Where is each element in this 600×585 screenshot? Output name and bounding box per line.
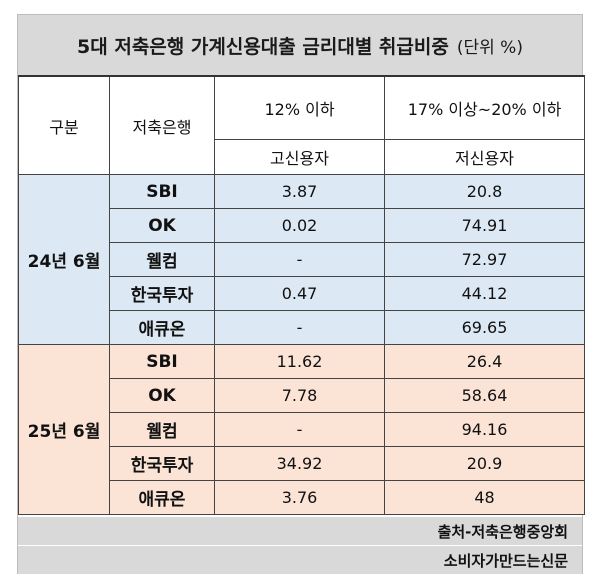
rate-high-cell: 20.9: [384, 446, 585, 481]
bank-cell: 한국투자: [109, 276, 215, 311]
source-label: 출처-저축은행중앙회: [437, 522, 568, 541]
header-rate-high: 17% 이상~20% 이하: [384, 75, 585, 140]
rate-high-cell: 20.8: [384, 174, 585, 209]
table-row: OK 7.78 58.64: [19, 378, 585, 413]
rate-high-cell: 48: [384, 480, 585, 515]
header-bank: 저축은행: [109, 75, 215, 175]
rate-low-cell: -: [214, 242, 385, 277]
rate-low-cell: 11.62: [214, 344, 385, 379]
source-footer: 출처-저축은행중앙회: [18, 517, 582, 545]
header-rate-low: 12% 이하: [214, 75, 385, 140]
rate-low-cell: -: [214, 310, 385, 345]
table-card: 5대 저축은행 가계신용대출 금리대별 취급비중 (단위 %) 구분 저축은행 …: [17, 14, 585, 574]
table-row: OK 0.02 74.91: [19, 208, 585, 243]
period-cell: 25년 6월: [18, 344, 110, 515]
bank-cell: 웰컴: [109, 412, 215, 447]
bank-cell: SBI: [109, 174, 215, 209]
header-category: 구분: [18, 75, 110, 175]
header-borrower-low: 고신용자: [214, 139, 385, 175]
rate-table: 구분 저축은행 12% 이하 17% 이상~20% 이하 고신용자 저신용자 2…: [18, 75, 585, 515]
rate-high-cell: 58.64: [384, 378, 585, 413]
period-cell: 24년 6월: [18, 174, 110, 345]
unit-label: (단위 %): [456, 37, 523, 58]
rate-low-cell: 0.02: [214, 208, 385, 243]
rate-low-cell: 34.92: [214, 446, 385, 481]
rate-high-cell: 69.65: [384, 310, 585, 345]
title-bar: 5대 저축은행 가계신용대출 금리대별 취급비중 (단위 %): [18, 15, 582, 75]
table-title: 5대 저축은행 가계신용대출 금리대별 취급비중: [77, 35, 449, 58]
bank-cell: 웰컴: [109, 242, 215, 277]
rate-high-cell: 72.97: [384, 242, 585, 277]
table-row: 25년 6월 SBI 11.62 26.4: [18, 344, 585, 515]
rate-high-cell: 74.91: [384, 208, 585, 243]
rate-high-cell: 94.16: [384, 412, 585, 447]
rate-high-cell: 26.4: [384, 344, 585, 379]
subheader-row: 고신용자 저신용자: [19, 139, 585, 175]
rate-low-cell: 0.47: [214, 276, 385, 311]
publisher-label: 소비자가만드는신문: [443, 551, 568, 570]
table-row: 한국투자 34.92 20.9: [19, 446, 585, 481]
bank-cell: 애큐온: [109, 480, 215, 515]
rate-low-cell: 3.87: [214, 174, 385, 209]
bank-cell: OK: [109, 378, 215, 413]
bank-cell: 애큐온: [109, 310, 215, 345]
bank-cell: 한국투자: [109, 446, 215, 481]
rate-low-cell: -: [214, 412, 385, 447]
header-row: 구분 저축은행 12% 이하 17% 이상~20% 이하: [18, 75, 585, 175]
rate-low-cell: 3.76: [214, 480, 385, 515]
header-borrower-high: 저신용자: [384, 139, 585, 175]
bank-cell: SBI: [109, 344, 215, 379]
bank-cell: OK: [109, 208, 215, 243]
table-row: 애큐온 - 69.65: [19, 310, 585, 345]
table-row: 애큐온 3.76 48: [19, 480, 585, 515]
rate-low-cell: 7.78: [214, 378, 385, 413]
table-row: 24년 6월 SBI 3.87 20.8: [18, 174, 585, 345]
table-row: 웰컴 - 72.97: [19, 242, 585, 277]
publisher-footer: 소비자가만드는신문: [18, 546, 582, 574]
rate-high-cell: 44.12: [384, 276, 585, 311]
